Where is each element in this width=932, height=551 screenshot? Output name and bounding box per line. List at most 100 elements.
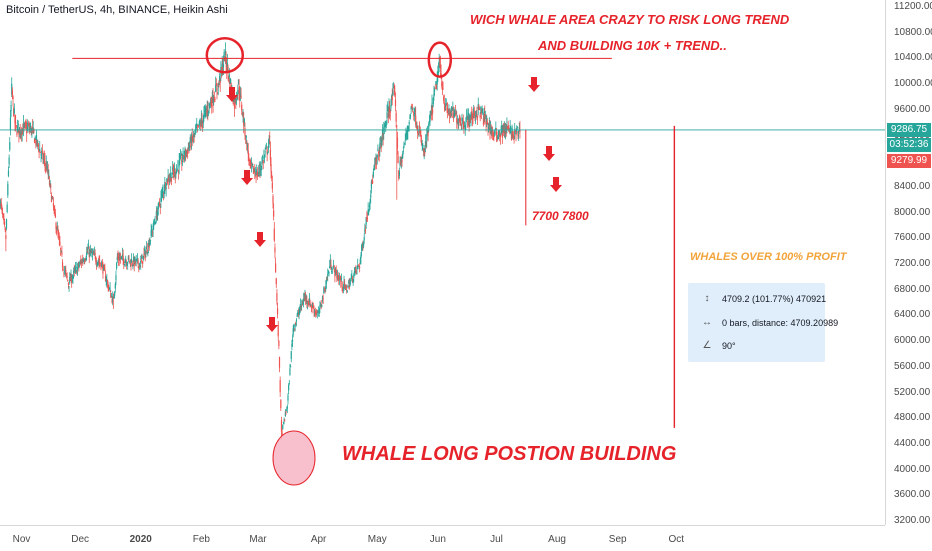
candle-body (95, 262, 98, 265)
candle-body (458, 119, 460, 121)
candle-body (299, 304, 301, 308)
candle-body (197, 124, 199, 125)
measure-price-label: 4709.2 (101.77%) 470921 (722, 293, 827, 304)
candle-body (142, 260, 144, 264)
candle-body (99, 261, 101, 263)
candle-body (41, 149, 43, 151)
candle-body (358, 266, 360, 267)
candle-body (213, 100, 215, 103)
candle-body (67, 283, 70, 285)
candle-body (22, 123, 25, 128)
x-tick-label: Jul (490, 534, 503, 545)
candle-body (423, 150, 425, 153)
candle-body (382, 133, 384, 139)
candle-body (277, 325, 279, 337)
candle-body (425, 144, 427, 146)
x-tick-label: May (367, 534, 387, 545)
candle-body (443, 102, 445, 105)
candle-body (461, 117, 463, 122)
candle-body (265, 146, 268, 148)
candle-body (331, 271, 333, 273)
candle-body (249, 159, 251, 162)
candle-body (357, 265, 359, 267)
candle-body (130, 263, 132, 266)
measure-bars-row: ↔ 0 bars, distance: 4709.20989 (700, 317, 838, 328)
candle-body (258, 172, 260, 174)
candle-body (481, 111, 483, 113)
candle-body (368, 208, 370, 210)
candle-body (374, 164, 376, 167)
candle-body (116, 257, 118, 261)
candle-body (473, 113, 475, 116)
annotation-bottom-text: WHALE LONG POSTION BUILDING (342, 443, 677, 465)
candle-body (380, 143, 382, 149)
candle-body (327, 270, 329, 274)
candle-body (346, 289, 348, 292)
candle-body (373, 167, 375, 170)
candle-body (517, 131, 519, 137)
candle-body (376, 158, 378, 162)
candle-body (497, 139, 499, 141)
candle-body (243, 118, 245, 123)
candle-body (349, 279, 352, 281)
candle-body (282, 424, 284, 430)
candle-body (192, 139, 194, 141)
candle-body (372, 171, 374, 177)
candle-body (45, 166, 47, 167)
candle-body (361, 245, 363, 247)
candle-body (88, 252, 90, 257)
candle-body (112, 297, 114, 299)
candle-body (31, 126, 34, 128)
candle-body (395, 112, 397, 122)
measure-tool-box[interactable]: ↕ 4709.2 (101.77%) 470921 ↔ 0 bars, dist… (688, 283, 838, 362)
candle-body (203, 111, 206, 112)
candle-body (442, 88, 444, 90)
candle-body (351, 277, 354, 283)
candle-body (450, 106, 453, 112)
candle-body (154, 222, 156, 224)
candle-body (98, 261, 100, 263)
candle-body (339, 278, 341, 279)
candle-body (465, 122, 467, 125)
candle-body (39, 151, 41, 153)
candle-body (394, 91, 396, 96)
candle-body (284, 411, 286, 417)
candle-body (377, 149, 379, 151)
candle-body (61, 252, 63, 256)
candle-body (280, 420, 283, 432)
candle-body (271, 174, 273, 177)
price-axis[interactable]: 11200.00 10800.00 10400.00 10000.00 9600.00 9… (885, 0, 932, 526)
candle-body (260, 168, 262, 170)
candle-body (45, 163, 47, 165)
candle-body (293, 328, 296, 330)
candle-body (404, 143, 406, 145)
candle-body (108, 287, 110, 289)
candle-body (440, 73, 442, 76)
candle-body (103, 266, 105, 268)
time-axis[interactable]: Nov Dec 2020 Feb Mar Apr May Jun Jul Aug Sep Oct (0, 525, 885, 551)
candle-body (411, 107, 414, 111)
candle-body (331, 271, 333, 273)
candle-body (500, 132, 502, 135)
candle-body (319, 304, 321, 309)
candle-body (431, 103, 433, 109)
candle-body (498, 130, 500, 136)
candle-body (146, 249, 148, 254)
candle-body (405, 132, 408, 134)
candle-body (102, 265, 105, 271)
candle-body (396, 125, 398, 127)
candle-body (411, 105, 413, 106)
candle-body (228, 74, 230, 78)
candle-body (144, 249, 146, 252)
candle-body (50, 185, 52, 187)
candle-body (117, 257, 120, 260)
candle-body (52, 197, 54, 199)
candle-body (181, 160, 184, 163)
candle-body (141, 256, 143, 259)
candle-body (63, 272, 65, 274)
candle-body (42, 155, 44, 161)
candle-body (100, 265, 102, 269)
candle-body (65, 273, 68, 275)
candle-body (357, 264, 359, 266)
candle-body (284, 420, 286, 422)
